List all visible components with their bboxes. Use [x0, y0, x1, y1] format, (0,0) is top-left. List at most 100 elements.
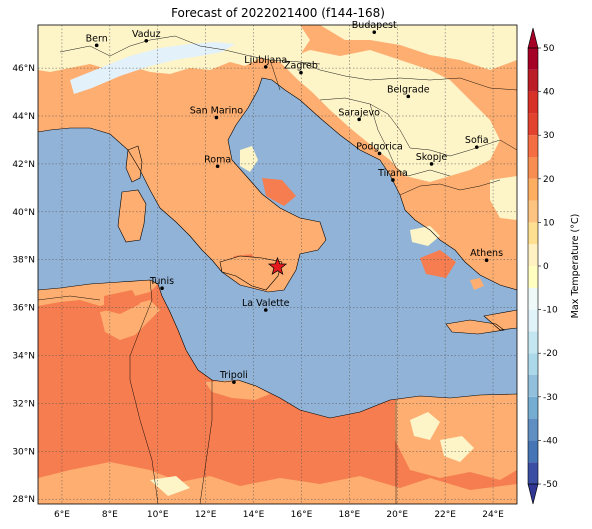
city-dot [484, 258, 489, 262]
city-label: Vaduz [132, 29, 161, 40]
crete-island [446, 320, 504, 334]
colorbar: -50 -40 -30 -20 -10 0 10 20 30 40 50 [527, 27, 558, 505]
city-dot [214, 115, 219, 120]
city-dot [372, 30, 377, 34]
city-label: Budapest [352, 20, 397, 31]
map-frame [37, 24, 518, 505]
city-label: La Valette [242, 298, 290, 309]
colorbar-min-arrow [527, 483, 539, 505]
colorbar-bin [528, 440, 538, 463]
colorbar-max-arrow [527, 27, 539, 49]
colorbar-tick-label: 0 [543, 262, 549, 272]
city-label: Tunis [149, 276, 174, 287]
lon-tick-label: 14°E [243, 510, 265, 520]
city-dot [377, 151, 382, 156]
turkey-cool-region [490, 176, 517, 220]
lat-tick-label: 28°N [12, 495, 35, 505]
colorbar-tick-label: 40 [543, 88, 555, 98]
colorbar-tick-label: 10 [543, 218, 555, 228]
hungary-cool-region [320, 25, 517, 70]
lon-tick-label: 8°E [102, 510, 118, 520]
city-dot [215, 164, 220, 169]
lat-tick-label: 38°N [12, 256, 35, 266]
colorbar-bin [528, 69, 538, 92]
colorbar-bin [528, 309, 538, 332]
colorbar-bin [528, 48, 538, 70]
city-label: Bern [86, 33, 108, 44]
colorbar-bin [528, 353, 538, 375]
colorbar-tick-label: 30 [543, 131, 555, 141]
city-label: Roma [204, 154, 231, 165]
alps-snow-band [70, 42, 235, 94]
lat-tick-label: 30°N [12, 447, 35, 457]
colorbar-tick-label: 20 [543, 175, 555, 185]
libya-interior-mild [38, 462, 517, 504]
country-borders [38, 35, 517, 504]
north-africa-mild-region [38, 280, 158, 306]
city-label: Zagreb [284, 61, 318, 72]
city-label: Belgrade [387, 84, 430, 95]
lon-tick-label: 6°E [54, 510, 70, 520]
city-dot [474, 145, 479, 149]
greece-warm-patch [420, 250, 456, 278]
desert-cool-spot [410, 412, 440, 440]
colorbar-tick-label: -40 [543, 436, 558, 446]
star-icon [267, 256, 288, 276]
colorbar-bin [528, 200, 538, 223]
city-dot [232, 380, 236, 384]
italy-warm-patch [262, 178, 296, 206]
colorbar-tick-label: 50 [543, 44, 555, 54]
rhodes-island [484, 310, 517, 330]
lon-tick-label: 12°E [195, 510, 217, 520]
colorbar-bin [528, 396, 538, 419]
city-dot [263, 308, 268, 312]
city-label: Ljubljana [244, 55, 287, 66]
sicily-island [220, 256, 282, 290]
lon-tick-label: 24°E [482, 510, 504, 520]
city-label: Sarajevo [338, 107, 380, 118]
city-dot [94, 43, 99, 48]
city-dot [299, 70, 303, 75]
colorbar-bin [528, 418, 538, 441]
city-dot [263, 65, 268, 69]
colorbar-tick-label: -20 [543, 349, 558, 359]
colorbar-tick-label: -30 [543, 393, 558, 403]
colorbar-bin [528, 331, 538, 354]
city-label: Athens [470, 248, 503, 259]
colorbar-bin [528, 244, 538, 266]
city-label: San Marino [190, 105, 243, 116]
city-dot [406, 94, 411, 99]
city-dot [144, 39, 149, 43]
colorbar-bin [528, 266, 538, 288]
lat-tick-label: 36°N [12, 304, 35, 314]
map-title: Forecast of 2022021400 (f144-168) [171, 6, 385, 20]
city-label: Tirana [377, 168, 408, 179]
lat-tick-label: 40°N [12, 208, 35, 218]
desert-cool-spot-3 [150, 476, 190, 496]
city-dot [357, 117, 361, 122]
lon-tick-label: 20°E [386, 510, 408, 520]
city-label: Tripoli [219, 370, 248, 381]
colorbar-label: Max Temperature (°C) [570, 214, 581, 319]
desert-cool-spot-2 [440, 436, 474, 462]
colorbar-bin [528, 91, 538, 114]
lon-tick-label: 16°E [291, 510, 313, 520]
colorbar-bin [528, 157, 538, 179]
aegean-islands [470, 278, 484, 290]
tunisia-warm-patch [104, 290, 140, 314]
city-dot [429, 162, 434, 166]
city-label: Sofia [465, 135, 489, 146]
lat-tick-label: 42°N [12, 160, 35, 170]
lat-tick-label: 44°N [12, 112, 35, 122]
colorbar-bin [528, 462, 538, 484]
libya-coast-mild [205, 380, 270, 400]
lon-tick-label: 10°E [147, 510, 169, 520]
colorbar-bin [528, 287, 538, 310]
colorbar-tick-label: -10 [543, 306, 558, 316]
colorbar-bin [528, 222, 538, 245]
egypt-mild-region [395, 394, 517, 480]
colorbar-bin [528, 178, 538, 201]
colorbar-bin [528, 375, 538, 397]
